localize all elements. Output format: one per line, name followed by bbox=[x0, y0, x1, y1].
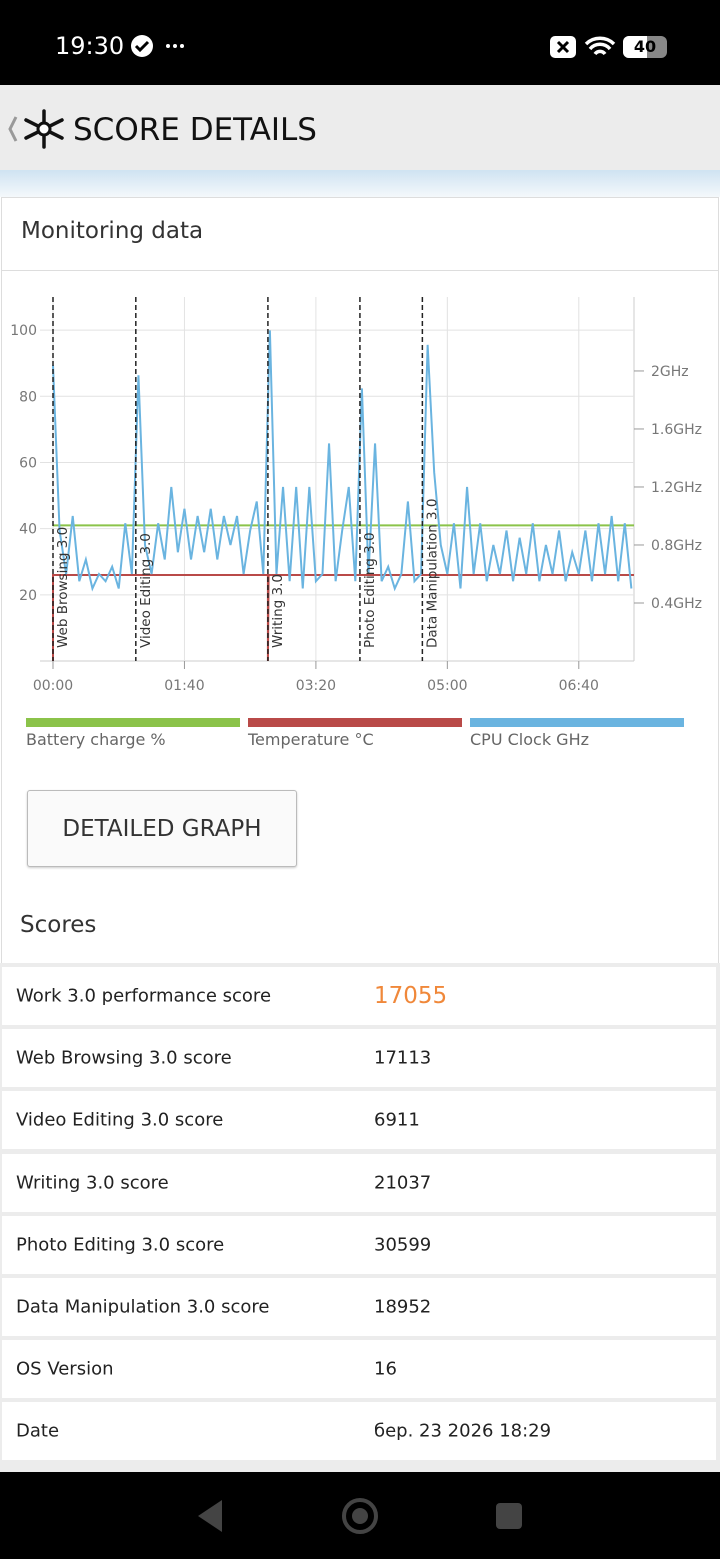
status-icons bbox=[131, 35, 184, 57]
divider bbox=[2, 270, 718, 271]
x-tick-label: 00:00 bbox=[33, 678, 73, 694]
score-row: Data Manipulation 3.0 score 18952 bbox=[2, 1278, 716, 1336]
task-marker-label: Writing 3.0 bbox=[270, 574, 286, 648]
score-row: Writing 3.0 score 21037 bbox=[2, 1153, 716, 1212]
task-marker-label: Video Editing 3.0 bbox=[138, 533, 154, 648]
recents-button[interactable] bbox=[496, 1503, 522, 1529]
nav-buttons bbox=[198, 1498, 522, 1534]
header: SCORE DETAILS bbox=[0, 85, 720, 170]
home-button[interactable] bbox=[342, 1498, 378, 1534]
score-label: Writing 3.0 score bbox=[16, 1172, 169, 1194]
score-value: 16 bbox=[374, 1358, 397, 1380]
score-value: 30599 bbox=[374, 1234, 432, 1256]
detailed-graph-button[interactable]: DETAILED GRAPH bbox=[27, 790, 297, 867]
score-row: Photo Editing 3.0 score 30599 bbox=[2, 1215, 716, 1274]
y-tick-label: 60 bbox=[19, 455, 37, 471]
score-label: Work 3.0 performance score bbox=[16, 985, 272, 1007]
legend-swatch bbox=[248, 718, 462, 727]
y2-tick-label: 2GHz bbox=[651, 364, 689, 380]
header-shadow bbox=[0, 170, 720, 197]
y-tick-label: 20 bbox=[19, 588, 37, 604]
scores-table: Work 3.0 performance score 17055 Web Brows… bbox=[0, 963, 720, 1472]
y-tick-label: 100 bbox=[10, 323, 37, 339]
nav-bar bbox=[0, 1472, 720, 1559]
score-label: Data Manipulation 3.0 score bbox=[16, 1296, 270, 1318]
task-marker-label: Web Browsing 3.0 bbox=[55, 527, 71, 648]
chart: 20 40 60 80 100 0.4GHz 0.8GHz 1.2GHz 1.6GHz 2GHz 0… bbox=[10, 297, 702, 749]
y2-tick-label: 1.6GHz bbox=[651, 422, 702, 438]
clock: 19:30 bbox=[55, 32, 125, 60]
score-value: 18952 bbox=[374, 1296, 432, 1318]
battery-level: 40 bbox=[633, 37, 657, 56]
legend-label: CPU Clock GHz bbox=[470, 730, 589, 749]
score-value: 17113 bbox=[374, 1047, 432, 1069]
battery: 40 bbox=[623, 36, 667, 58]
x-tick-label: 05:00 bbox=[427, 678, 467, 694]
x-tick-label: 06:40 bbox=[559, 678, 599, 694]
task-marker-label: Data Manipulation 3.0 bbox=[424, 498, 440, 648]
score-label: OS Version bbox=[16, 1358, 114, 1380]
y2-tick-label: 0.8GHz bbox=[651, 538, 702, 554]
y2-tick-label: 1.2GHz bbox=[651, 480, 702, 496]
header-title: SCORE DETAILS bbox=[73, 112, 317, 148]
score-value: 6911 bbox=[374, 1109, 420, 1131]
back-button[interactable] bbox=[198, 1500, 222, 1532]
back-logo[interactable] bbox=[6, 109, 66, 149]
scores-title: Scores bbox=[20, 912, 97, 938]
score-label: Photo Editing 3.0 score bbox=[16, 1234, 225, 1256]
legend-label: Battery charge % bbox=[26, 730, 166, 749]
score-value: 17055 bbox=[374, 983, 448, 1009]
score-row: Web Browsing 3.0 score 17113 bbox=[2, 1029, 716, 1088]
score-row: OS Version 16 bbox=[2, 1340, 716, 1399]
task-marker-label: Photo Editing 3.0 bbox=[362, 532, 378, 648]
score-label: Web Browsing 3.0 score bbox=[16, 1047, 232, 1069]
x-tick-label: 01:40 bbox=[164, 678, 204, 694]
x-tick-label: 03:20 bbox=[296, 678, 336, 694]
y2-tick-label: 0.4GHz bbox=[651, 596, 702, 612]
y-tick-label: 40 bbox=[19, 522, 37, 538]
series-line bbox=[52, 330, 633, 592]
legend-swatch bbox=[470, 718, 684, 727]
score-value: бер. 23 2026 18:29 bbox=[374, 1420, 552, 1442]
score-label: Date bbox=[16, 1420, 60, 1442]
legend-label: Temperature °C bbox=[247, 730, 374, 749]
score-label: Video Editing 3.0 score bbox=[16, 1109, 224, 1131]
score-row: Work 3.0 performance score 17055 bbox=[2, 967, 716, 1025]
status-bar: 19:30 40 bbox=[0, 0, 720, 85]
score-row: Video Editing 3.0 score 6911 bbox=[2, 1091, 716, 1150]
card-title: Monitoring data bbox=[21, 218, 204, 244]
legend-swatch bbox=[26, 718, 240, 727]
y-tick-label: 80 bbox=[19, 389, 37, 405]
score-row: Date бер. 23 2026 18:29 bbox=[2, 1402, 716, 1461]
score-value: 21037 bbox=[374, 1172, 432, 1194]
